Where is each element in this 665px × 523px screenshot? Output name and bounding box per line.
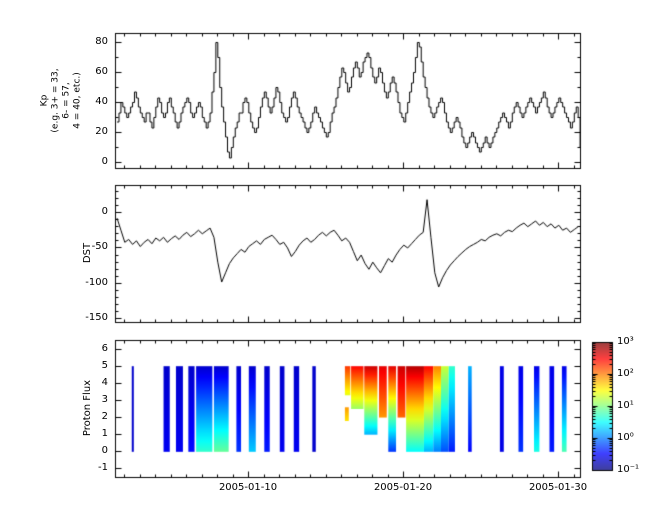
- colorbar-tick-label: 10³: [617, 336, 634, 347]
- xtick-label-jan10: 2005-01-10: [218, 482, 278, 493]
- pf-ytick-label: 4: [101, 377, 108, 388]
- dst-ytick-label: 0: [101, 206, 108, 217]
- pf-ytick-label: -1: [98, 462, 108, 473]
- kp-ytick-label: 60: [95, 66, 108, 77]
- pf-ytick-label: 5: [101, 360, 108, 371]
- kp-axis-label-line1: Kp: [39, 94, 50, 107]
- colorbar-tick-label: 10¹: [617, 400, 634, 411]
- pf-ytick-label: 1: [101, 428, 108, 439]
- xtick-label-jan30: 2005-01-30: [528, 482, 588, 493]
- dst-ytick-label: -100: [85, 277, 108, 288]
- kp-ytick-label: 20: [95, 126, 108, 137]
- dst-ytick-label: -150: [85, 312, 108, 323]
- pf-ytick-label: 2: [101, 411, 108, 422]
- kp-ytick-label: 80: [95, 36, 108, 47]
- kp-ytick-label: 40: [95, 96, 108, 107]
- dst-ytick-label: -50: [91, 241, 108, 252]
- pf-ytick-label: 6: [101, 343, 108, 354]
- dst-axis-label: DST: [82, 242, 93, 264]
- kp-axis-label-line2: (e.g. 3+ = 33,: [50, 68, 61, 133]
- pf-ytick-label: 3: [101, 394, 108, 405]
- colorbar-tick-label: 10²: [617, 368, 634, 379]
- xtick-label-jan20: 2005-01-20: [373, 482, 433, 493]
- colorbar-tick-label: 10⁰: [617, 432, 634, 443]
- pf-ytick-label: 0: [101, 445, 108, 456]
- kp-ytick-label: 0: [101, 156, 108, 167]
- colorbar-tick-label: 10⁻¹: [617, 464, 640, 475]
